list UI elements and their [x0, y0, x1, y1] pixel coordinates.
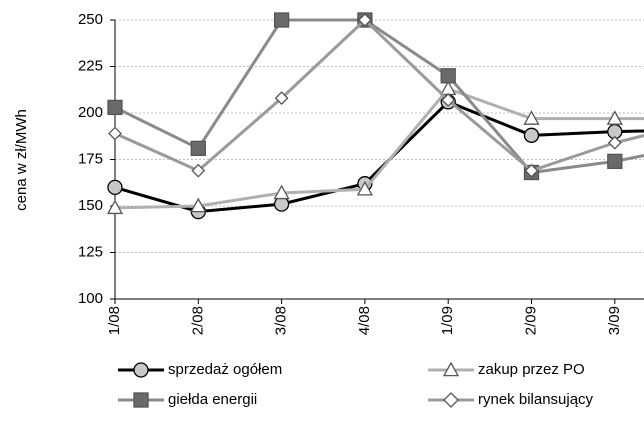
- point: [191, 163, 206, 178]
- legend-label: sprzedaż ogółem: [168, 361, 282, 378]
- x-tick-label: 2/09: [522, 306, 539, 335]
- series-line: [114, 100, 644, 214]
- point: [273, 196, 290, 212]
- point: [107, 179, 123, 196]
- point: [607, 153, 623, 170]
- point: [106, 199, 124, 215]
- y-tick-label: 150: [78, 197, 103, 214]
- point: [440, 68, 456, 84]
- point: [133, 362, 149, 378]
- y-tick-label: 250: [78, 11, 103, 28]
- x-tick-label: 4/08: [356, 306, 373, 335]
- y-tick-label: 225: [78, 57, 103, 74]
- point: [523, 110, 540, 125]
- point: [274, 91, 289, 106]
- series: [107, 12, 644, 181]
- point: [443, 392, 459, 408]
- y-tick-label: 125: [78, 243, 103, 260]
- point: [273, 12, 290, 28]
- point: [356, 180, 374, 196]
- y-tick-label: 100: [78, 290, 103, 307]
- legend-label: rynek bilansujący: [478, 391, 594, 408]
- point: [273, 184, 290, 200]
- point: [190, 140, 206, 156]
- x-tick-label: 1/09: [439, 306, 456, 335]
- series: [107, 94, 644, 220]
- series-line: [114, 87, 644, 210]
- legend-label: giełda energii: [168, 391, 257, 408]
- series-line: [114, 18, 644, 175]
- point: [107, 99, 123, 116]
- x-tick-label: 2/08: [189, 306, 206, 335]
- point: [523, 127, 540, 143]
- series: [108, 13, 644, 178]
- x-tick-label: 3/09: [606, 306, 623, 335]
- x-tick-label: 3/08: [273, 306, 290, 335]
- series: [106, 80, 644, 215]
- point: [607, 135, 622, 150]
- x-tick-label: 1/08: [106, 306, 123, 335]
- y-tick-label: 175: [78, 150, 103, 167]
- point: [442, 361, 460, 377]
- point: [441, 93, 456, 107]
- point: [133, 392, 149, 408]
- y-tick-label: 200: [78, 104, 103, 121]
- point: [606, 110, 623, 125]
- point: [357, 13, 372, 27]
- y-axis-label: cena w zł/MWh: [13, 109, 30, 211]
- point: [524, 163, 539, 178]
- point: [190, 197, 207, 213]
- point: [108, 126, 122, 141]
- legend-label: zakup przez PO: [478, 361, 585, 378]
- series-line: [114, 17, 644, 173]
